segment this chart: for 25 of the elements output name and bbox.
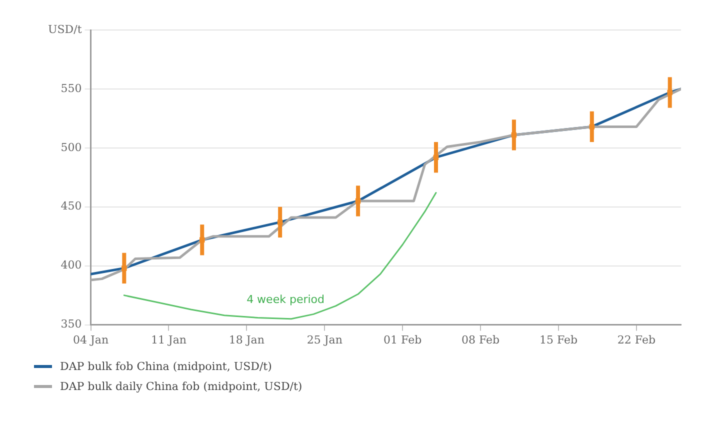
y-tick-label: 450 [60,200,82,213]
x-tick-label: 08 Feb [462,333,500,346]
point [667,90,672,96]
x-tick-label: 04 Jan [72,333,109,346]
x-tick-label: 01 Feb [384,333,422,346]
point [511,132,517,138]
y-tick-label: 550 [60,82,82,95]
y-tick-label: 350 [60,318,82,331]
legend-label: DAP bulk daily China fob (midpoint, USD/t) [60,380,302,392]
x-tick-label: 22 Feb [617,333,656,346]
x-tick-label: 18 Jan [228,333,264,346]
point [589,124,595,130]
x-tick-label: 11 Jan [150,333,186,346]
point [277,220,283,225]
legend-label: DAP bulk fob China (midpoint, USD/t) [60,360,272,372]
annotation: 4 week period [246,292,325,306]
point [200,237,205,243]
x-tick-label: 25 Jan [306,333,342,346]
point [122,266,127,271]
point [355,198,361,204]
point [433,154,439,160]
x-tick-label: 15 Feb [539,333,578,346]
y-tick-label: USD/t [48,22,82,36]
y-tick-label: 400 [60,258,82,272]
y-tick-label: 500 [60,140,82,154]
